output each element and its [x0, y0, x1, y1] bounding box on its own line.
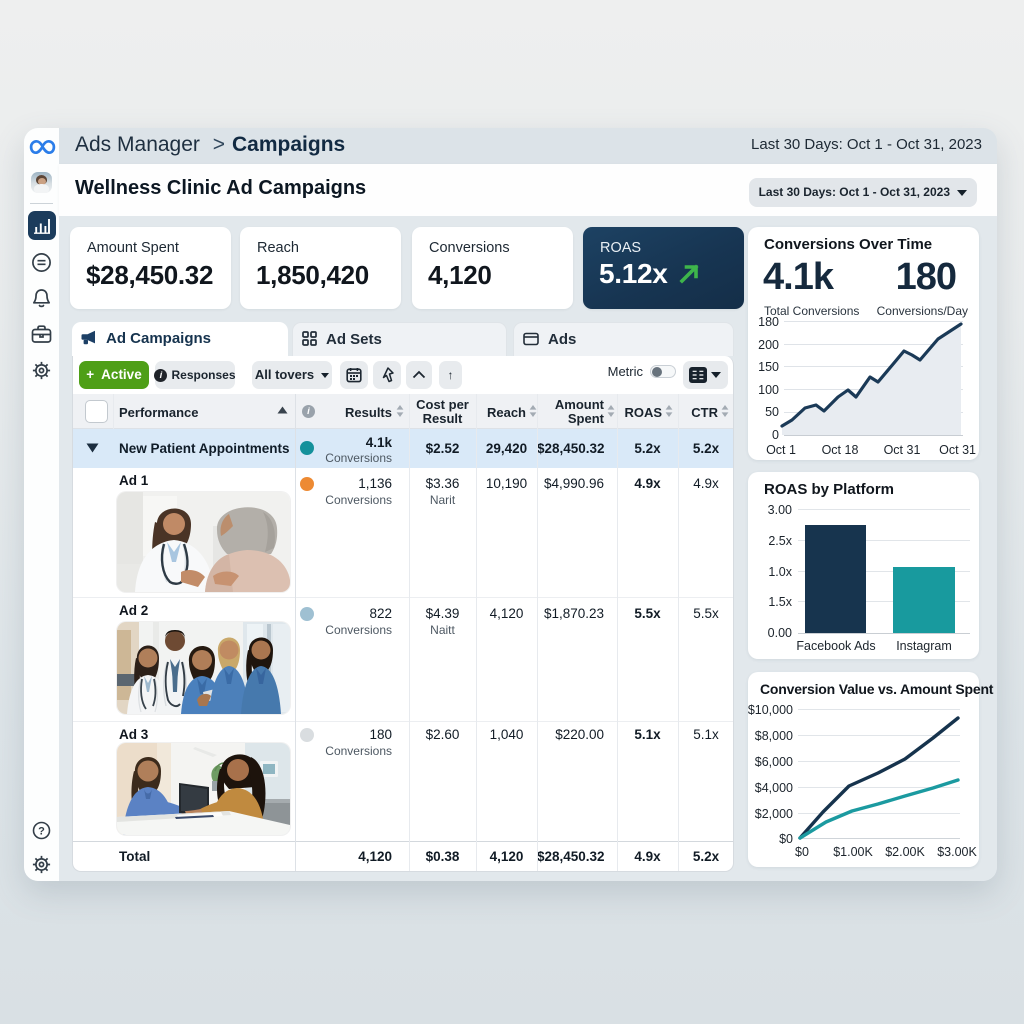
svg-text:Oct 31: Oct 31: [939, 443, 976, 457]
svg-text:Facebook Ads: Facebook Ads: [796, 639, 875, 653]
svg-text:0.00: 0.00: [768, 626, 792, 640]
svg-text:$3.00K: $3.00K: [937, 845, 977, 859]
svg-text:$2.00K: $2.00K: [885, 845, 925, 859]
svg-text:0: 0: [772, 428, 779, 442]
svg-text:$10,000: $10,000: [748, 703, 793, 717]
svg-text:$4,000: $4,000: [755, 781, 793, 795]
svg-text:Oct 31: Oct 31: [884, 443, 921, 457]
svg-text:2.5x: 2.5x: [768, 534, 792, 548]
svg-text:1.0x: 1.0x: [768, 565, 792, 579]
svg-text:Instagram: Instagram: [896, 639, 952, 653]
svg-text:$0: $0: [779, 832, 793, 846]
svg-text:3.00: 3.00: [768, 503, 792, 517]
svg-text:$8,000: $8,000: [755, 729, 793, 743]
svg-text:150: 150: [758, 360, 779, 374]
svg-text:$6,000: $6,000: [755, 755, 793, 769]
svg-text:$1.00K: $1.00K: [833, 845, 873, 859]
svg-text:Oct 1: Oct 1: [766, 443, 796, 457]
svg-text:180: 180: [758, 315, 779, 329]
svg-text:200: 200: [758, 338, 779, 352]
svg-text:50: 50: [765, 405, 779, 419]
svg-text:Oct 18: Oct 18: [822, 443, 859, 457]
svg-text:100: 100: [758, 383, 779, 397]
svg-text:?: ?: [38, 825, 45, 837]
svg-text:$0: $0: [795, 845, 809, 859]
svg-text:1.5x: 1.5x: [768, 595, 792, 609]
svg-text:$2,000: $2,000: [755, 807, 793, 821]
